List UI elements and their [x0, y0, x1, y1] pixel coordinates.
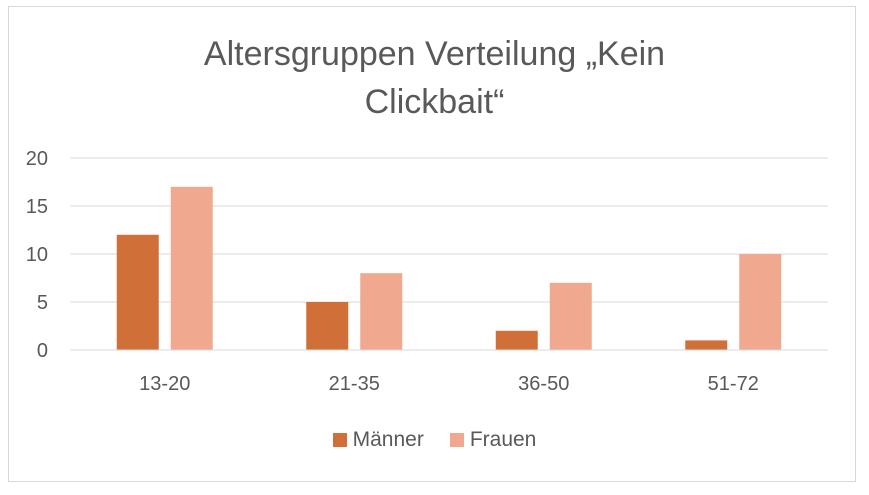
y-tick-label: 20 [26, 148, 48, 170]
bar-frauen-13-20 [170, 186, 213, 350]
bar-frauen-21-35 [360, 273, 403, 350]
legend-item-frauen: Frauen [449, 428, 537, 452]
bar-maenner-36-50 [495, 330, 538, 350]
x-tick-label: 21-35 [329, 373, 380, 395]
bar-frauen-51-72 [739, 254, 782, 350]
bar-maenner-51-72 [685, 340, 728, 350]
x-tick-label: 13-20 [139, 373, 190, 395]
y-tick-label: 15 [26, 196, 48, 218]
chart-title-line-1: Altersgruppen Verteilung „Kein [203, 35, 666, 73]
legend-label-maenner: Männer [352, 428, 424, 451]
bar-frauen-36-50 [549, 282, 592, 350]
x-tick-label: 36-50 [518, 373, 569, 395]
y-tick-label: 5 [37, 292, 48, 314]
y-tick-label: 10 [26, 244, 48, 266]
legend-item-maenner: Männer [332, 428, 424, 452]
legend: Männer Frauen [0, 428, 869, 452]
legend-label-frauen: Frauen [469, 428, 537, 451]
legend-swatch-maenner [332, 433, 347, 447]
legend-swatch-frauen [449, 433, 464, 447]
chart-title: Altersgruppen Verteilung „Kein Clickbait… [0, 30, 869, 126]
x-tick-label: 51-72 [708, 373, 759, 395]
bar-maenner-13-20 [116, 234, 159, 350]
bar-maenner-21-35 [306, 302, 349, 350]
chart-title-line-2: Clickbait“ [364, 83, 505, 121]
y-tick-label: 0 [37, 340, 48, 362]
